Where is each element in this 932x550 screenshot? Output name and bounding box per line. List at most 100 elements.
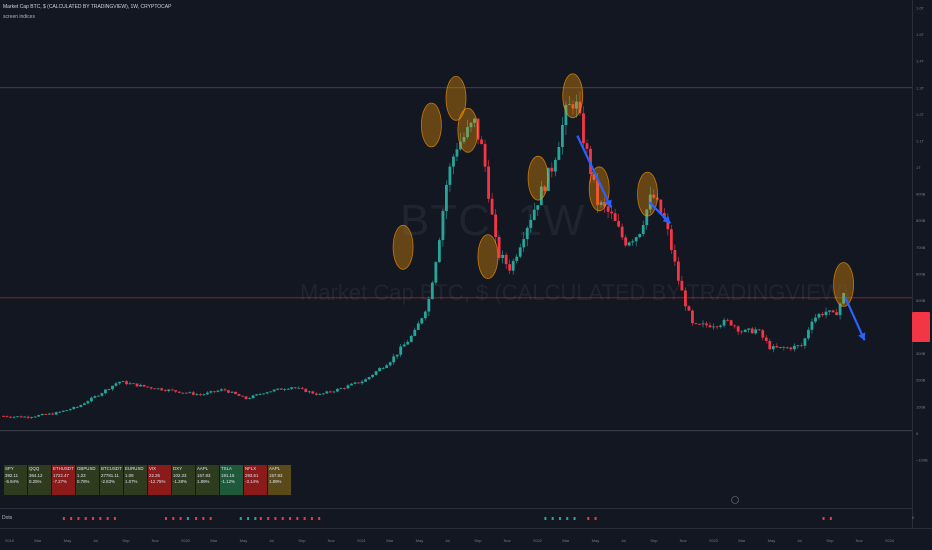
- candle-body: [434, 262, 438, 283]
- candle-body: [146, 386, 150, 388]
- price-axis-separator: [912, 0, 913, 528]
- candle-body: [58, 411, 62, 413]
- candle-body: [652, 194, 656, 198]
- candle-body: [455, 149, 459, 157]
- screener-symbol: DXY: [173, 466, 183, 471]
- screener-price: 392.11: [5, 472, 19, 478]
- candle-body: [761, 330, 765, 338]
- candle-body: [5, 416, 9, 418]
- highlight-circle: [637, 171, 658, 217]
- candle-body: [75, 406, 79, 408]
- screener-price: 293.51: [245, 472, 259, 478]
- candle-body: [539, 186, 543, 206]
- candle-body: [388, 362, 392, 366]
- down-arrow-head: [858, 332, 866, 341]
- screener-cell: AAPL 157.83 1.89%: [196, 465, 219, 495]
- candle-body: [641, 225, 645, 235]
- candle-body: [564, 104, 568, 125]
- candle-body: [37, 415, 41, 417]
- signal-dot-red: [62, 517, 65, 520]
- candle-body: [51, 413, 55, 415]
- candle-body: [19, 416, 23, 418]
- candle-body: [620, 226, 624, 238]
- candle-body: [437, 240, 441, 263]
- signal-dot-red: [318, 517, 321, 520]
- screener-change: -3.14%: [245, 479, 259, 485]
- price-axis-label: 100B: [916, 404, 926, 409]
- signal-dot-red: [92, 517, 95, 520]
- time-axis-label: 2024: [885, 538, 895, 543]
- indicator-label[interactable]: screen indices: [3, 14, 35, 20]
- screener-symbol: QQQ: [29, 466, 40, 471]
- candle-body: [195, 394, 199, 396]
- time-axis-separator: [0, 528, 932, 529]
- screener-change: 0.78%: [77, 479, 90, 485]
- candle-body: [740, 331, 744, 333]
- candle-body: [392, 356, 396, 363]
- candle-body: [550, 167, 554, 172]
- candle-body: [469, 122, 473, 128]
- screener-table: SPY 392.11 -5.94% QQQ 364.12 0.25% ETHUSDT 1722…: [4, 465, 291, 495]
- candle-body: [2, 416, 5, 417]
- screener-cell: TSLA 191.15 -1.12%: [220, 465, 243, 495]
- candle-body: [346, 385, 350, 389]
- candle-body: [202, 394, 206, 396]
- candle-body: [473, 118, 476, 123]
- candle-body: [216, 390, 220, 392]
- candle-body: [698, 323, 701, 325]
- price-axis-label: 1.3T: [916, 85, 925, 90]
- screener-change: -5.94%: [5, 479, 19, 485]
- price-axis-label: 0: [916, 431, 919, 436]
- candle-body: [40, 414, 44, 416]
- candle-body: [174, 390, 178, 392]
- symbol-title[interactable]: Market Cap BTC, $ (CALCULATED BY TRADING…: [3, 4, 172, 10]
- candle-body: [792, 345, 796, 350]
- signal-dot-red: [202, 517, 205, 520]
- candle-body: [230, 391, 234, 393]
- price-axis-label: 1.5T: [916, 32, 925, 37]
- candle-body: [575, 101, 578, 109]
- candle-body: [821, 313, 824, 316]
- candle-body: [89, 397, 93, 402]
- candle-body: [220, 389, 223, 391]
- time-axis-label: 2023: [709, 538, 719, 543]
- candle-body: [480, 139, 483, 145]
- candle-body: [61, 410, 65, 412]
- candle-body: [68, 409, 72, 411]
- dots-pane-label[interactable]: Dots: [2, 515, 13, 521]
- candle-body: [525, 227, 529, 240]
- candle-body: [258, 393, 262, 395]
- candle-body: [16, 416, 19, 418]
- candle-body: [198, 394, 202, 396]
- signal-dot-red: [195, 517, 198, 520]
- candle-body: [360, 381, 364, 384]
- signal-dot-red: [587, 517, 590, 520]
- candle-body: [824, 311, 828, 316]
- time-axis-label: Nov: [680, 538, 687, 543]
- candle-body: [775, 346, 779, 348]
- candle-body: [12, 416, 16, 418]
- candle-body: [93, 396, 97, 398]
- candle-body: [529, 219, 533, 228]
- highlight-circle: [588, 166, 610, 212]
- screener-price: 1.08: [125, 472, 134, 478]
- candle-body: [803, 338, 807, 346]
- candle-body: [684, 290, 687, 307]
- signal-dot-red: [84, 517, 87, 520]
- candle-body: [423, 311, 427, 319]
- screener-price: 364.12: [29, 472, 43, 478]
- signal-dot-green: [254, 517, 257, 520]
- candle-body: [72, 406, 76, 410]
- down-arrow-shaft: [576, 135, 613, 208]
- candle-body: [676, 261, 680, 281]
- candle-body: [139, 384, 142, 387]
- price-axis-label: −100B: [916, 458, 928, 463]
- candle-body: [79, 404, 83, 407]
- candle-body: [582, 113, 585, 144]
- candle-body: [736, 326, 740, 332]
- price-axis-label: 1.4T: [916, 59, 925, 64]
- candle-body: [251, 395, 255, 399]
- candle-body: [452, 156, 455, 167]
